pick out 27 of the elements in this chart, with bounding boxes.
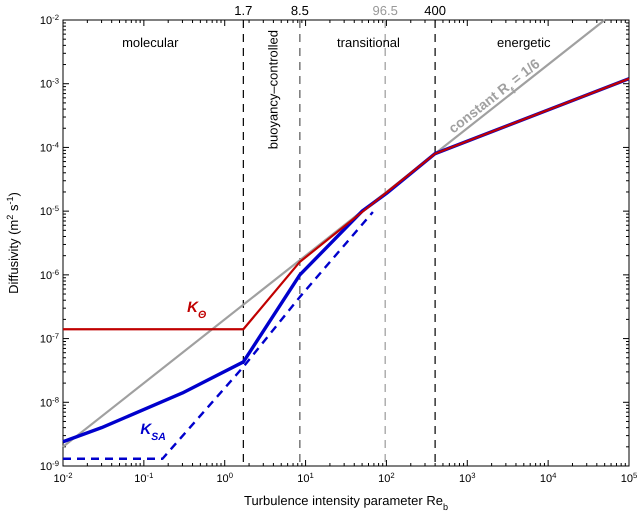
x-tick-label: 10$^{0}$ [216, 470, 233, 485]
series-label: K$_{Θ}$ [187, 299, 206, 322]
y-tick-label: 10$^{-8}$ [40, 394, 59, 410]
x-tick-label: 10$^{4}$ [540, 470, 558, 485]
y-tick-label: 10$^{-5}$ [40, 204, 59, 218]
y-tick-label: 10$^{-2}$ [40, 12, 59, 27]
y-tick-label: 10$^{-7}$ [40, 331, 59, 346]
annotation: buoyancy–controlled [266, 30, 281, 150]
annotation: transitional [337, 35, 400, 50]
annotation: energetic [497, 35, 552, 50]
ref-line-label: 400 [424, 3, 446, 18]
x-axis-title: Turbulence intensity parameter Re$_{b}$ [244, 493, 448, 512]
x-tick-label: 10$^{-1}$ [134, 470, 154, 485]
x-tick-label: 10$^{5}$ [620, 470, 638, 485]
x-tick-label: 10$^{2}$ [378, 470, 395, 485]
series-label: K$_{SA}$ [140, 420, 166, 443]
y-tick-label: 10$^{-3}$ [40, 76, 59, 91]
ref-line-label: 8.5 [290, 3, 309, 18]
annotation: molecular [122, 35, 180, 50]
x-tick-label: 10$^{1}$ [297, 470, 314, 485]
x-tick-label: 10$^{3}$ [459, 470, 476, 485]
x-tick-label: 10$^{-2}$ [53, 470, 73, 485]
ref-line-label: 96.5 [372, 3, 398, 18]
y-tick-label: 10$^{-9}$ [40, 458, 59, 473]
y-tick-label: 10$^{-6}$ [40, 267, 59, 282]
ref-line-label: 1.7 [234, 3, 252, 18]
y-tick-label: 10$^{-4}$ [40, 140, 60, 154]
